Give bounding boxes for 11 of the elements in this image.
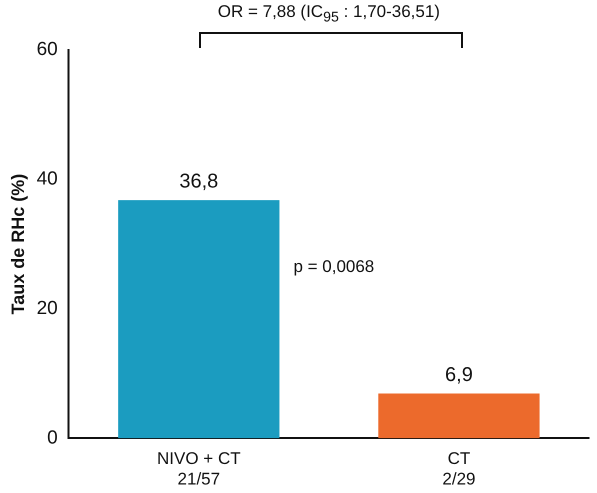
data-label: 36,8 (179, 170, 218, 193)
text: OR = 7,88 (IC$_{95}$ : 1,70-36,51) (218, 2, 440, 26)
x-tick-label: NIVO + CT 21/57 (156, 449, 241, 488)
y-tick-label: 40 (36, 168, 58, 190)
y-tick-label: 0 (47, 427, 58, 448)
y-axis-title: Taux de RHc (%) (8, 174, 28, 314)
y-tick-label: 60 (36, 39, 58, 60)
annotation: p = 0,0068 (293, 256, 374, 277)
y-tick-label: 20 (36, 298, 58, 320)
x-tick-label: CT 2/29 (442, 449, 476, 488)
data-label: 6,9 (445, 364, 473, 386)
